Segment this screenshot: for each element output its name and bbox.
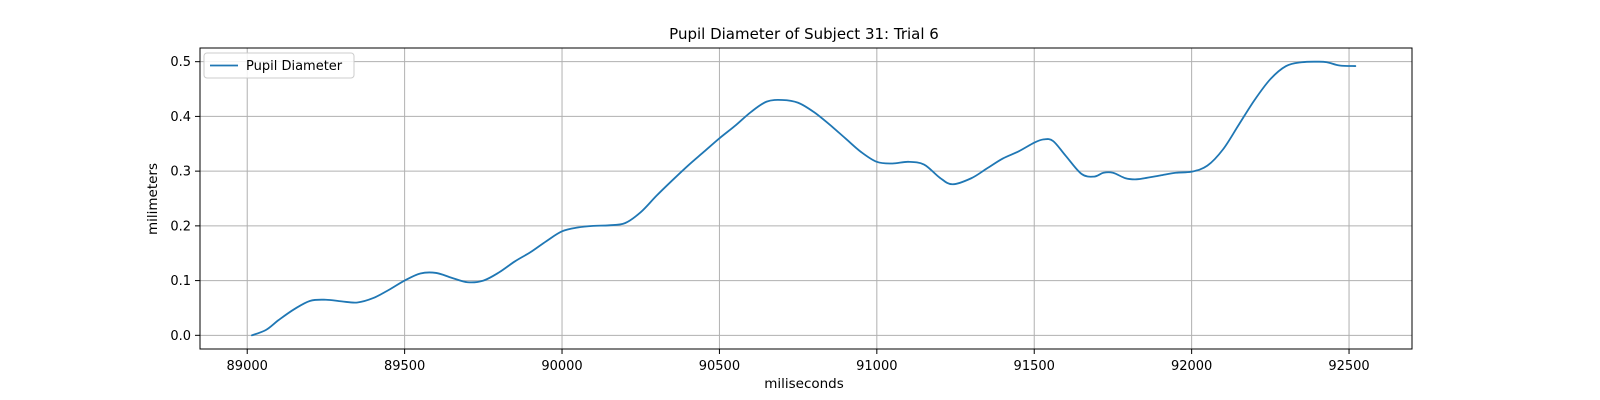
x-axis-label: miliseconds — [764, 376, 844, 392]
legend-box — [203, 52, 355, 79]
legend-label-pupil-diameter: Pupil Diameter — [246, 59, 343, 74]
legend: Pupil Diameter — [203, 52, 355, 79]
y-tick-label: 0.0 — [170, 329, 191, 344]
chart-title: Pupil Diameter of Subject 31: Trial 6 — [669, 25, 939, 43]
y-tick-label: 0.1 — [170, 274, 191, 289]
plot-area-frame — [199, 47, 1413, 350]
y-tick-label: 0.4 — [170, 110, 191, 125]
y-tick-label: 0.2 — [170, 219, 191, 234]
x-tick-label: 92500 — [1328, 359, 1369, 374]
y-tick-label: 0.5 — [170, 55, 191, 70]
x-tick-label: 90500 — [699, 359, 740, 374]
y-axis-label: milimeters — [145, 163, 161, 235]
x-tick-label: 89500 — [384, 359, 425, 374]
x-tick-label: 89000 — [227, 359, 268, 374]
axis-ticks: 89000 89500 90000 90500 91000 91500 92000 92500… — [170, 55, 1369, 374]
series-line-pupil-diameter — [251, 60, 1357, 337]
grid-lines — [200, 48, 1412, 349]
y-tick-label: 0.3 — [170, 165, 191, 180]
x-tick-label: 91500 — [1014, 359, 1055, 374]
x-tick-label: 90000 — [541, 359, 582, 374]
series-lines — [251, 60, 1357, 337]
x-tick-label: 92000 — [1171, 359, 1212, 374]
x-tick-label: 91000 — [856, 359, 897, 374]
